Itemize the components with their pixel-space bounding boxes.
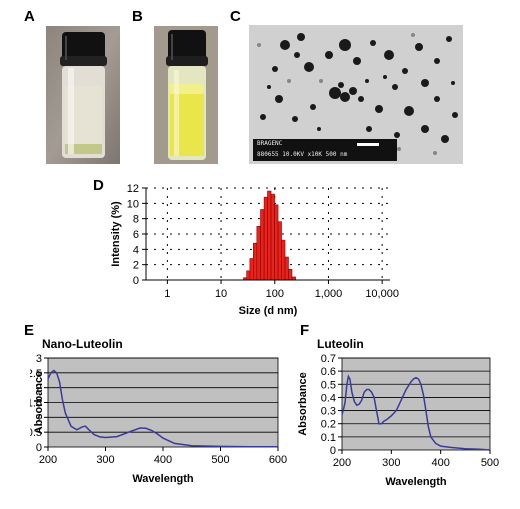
chart-title-nano-luteolin: Nano-Luteolin [42, 337, 123, 351]
y-tick-label: 0.7 [321, 353, 336, 365]
y-tick-label: 0 [36, 442, 42, 454]
y-tick-label: 0.1 [321, 432, 336, 444]
y-tick-label: 6 [133, 229, 139, 241]
panel-label-f: F [300, 322, 310, 339]
tem-caption-line2: 880655 10.0KV x10K 500 nm [257, 151, 348, 158]
histogram-bar [246, 270, 251, 281]
y-tick-label: 2 [36, 383, 42, 395]
x-tick-label: 300 [382, 457, 400, 469]
histogram-bar [288, 268, 293, 281]
y-axis-label: Intensity (%) [110, 201, 122, 267]
absorbance-line [47, 369, 278, 448]
panel-label-d: D [93, 177, 104, 194]
x-tick-label: 400 [431, 457, 449, 469]
histogram-bar [260, 209, 265, 281]
y-tick-label: 0.5 [321, 379, 336, 391]
y-tick-label: 1 [36, 412, 42, 424]
plot-area [341, 357, 491, 451]
tem-caption-line1: BRAGENC [257, 140, 283, 147]
histogram-bar [263, 196, 268, 281]
tem-micrograph: BRAGENC 880655 10.0KV x10K 500 nm [249, 25, 463, 164]
histogram-bar [249, 258, 254, 281]
y-tick-label: 0.2 [321, 419, 336, 431]
y-tick-label: 0.3 [321, 406, 336, 418]
absorbance-line [341, 374, 491, 451]
y-axis-label: Absorbance [297, 372, 309, 436]
panel-label-b: B [132, 8, 143, 25]
x-tick-label: 200 [39, 454, 57, 466]
histogram-bar [277, 221, 282, 281]
y-tick-label: 10 [127, 198, 139, 210]
panel-label-e: E [24, 322, 35, 339]
x-axis-label: Wavelength [132, 473, 194, 485]
x-tick-label: 10 [215, 288, 227, 300]
x-tick-label: 10,000 [365, 288, 399, 300]
y-tick-label: 4 [133, 244, 139, 256]
histogram-bar [274, 204, 279, 281]
chart-title-luteolin: Luteolin [317, 337, 364, 351]
vial-photo-luteolin [154, 26, 218, 164]
x-tick-label: 300 [96, 454, 114, 466]
nano-luteolin-absorbance-chart: 0 0.5 1 1.5 2 2.5 3 200 300 400 500 600 Wavelength Ab… [30, 353, 287, 485]
histogram-bar [270, 193, 275, 281]
y-tick-label: 0.4 [321, 392, 336, 404]
y-tick-label: 1.5 [30, 398, 42, 410]
panel-label-c: C [230, 8, 241, 25]
x-axis-label: Wavelength [385, 476, 447, 488]
x-tick-label: 500 [211, 454, 229, 466]
histogram-bar [256, 226, 261, 281]
histogram-bar [284, 256, 289, 281]
y-tick-label: 0.5 [30, 427, 42, 439]
y-tick-label: 12 [127, 183, 139, 195]
histogram-bar [281, 239, 286, 281]
x-tick-label: 500 [481, 457, 499, 469]
vial-photo-nano-luteolin [46, 26, 120, 164]
y-tick-label: 3 [36, 353, 42, 365]
x-tick-label: 100 [266, 288, 284, 300]
y-tick-label: 8 [133, 214, 139, 226]
x-tick-label: 600 [269, 454, 287, 466]
y-tick-label: 0 [133, 275, 139, 287]
x-tick-label: 400 [154, 454, 172, 466]
x-axis-label: Size (d nm) [239, 305, 298, 317]
histogram-bar [267, 190, 272, 281]
x-tick-label: 1,000 [315, 288, 343, 300]
y-axis-label: Absorbance [33, 371, 45, 435]
panel-label-a: A [24, 8, 35, 25]
y-tick-label: 2.5 [30, 368, 42, 380]
x-tick-label: 200 [333, 457, 351, 469]
y-tick-label: 0.6 [321, 366, 336, 378]
luteolin-absorbance-chart: 00.10.20.3 0.40.50.60.7 200 300 400 500 Wavele… [297, 353, 499, 488]
histogram-bar [253, 242, 258, 281]
size-distribution-chart: 0 2 4 6 8 10 12 1 10 100 1,000 10,000 Size (d nm) Int… [110, 183, 399, 317]
y-tick-label: 2 [133, 260, 139, 272]
y-tick-label: 0 [330, 445, 336, 457]
x-tick-label: 1 [164, 288, 170, 300]
